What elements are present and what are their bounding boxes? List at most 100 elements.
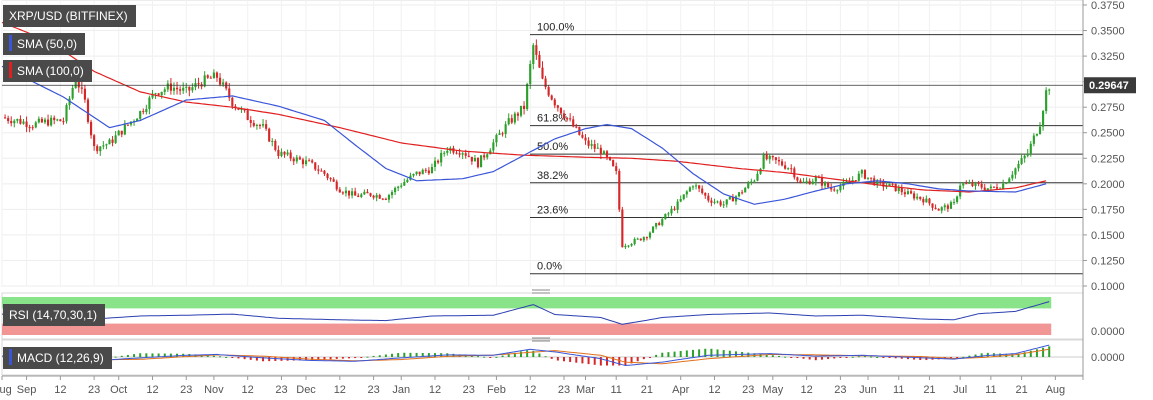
candle-down: [86, 99, 90, 122]
macd-histogram-bar: [888, 357, 891, 358]
candle-down: [243, 108, 246, 111]
candle-up: [590, 144, 593, 146]
sma100-badge[interactable]: SMA (100,0): [3, 60, 92, 82]
macd-histogram-bar: [919, 357, 922, 360]
candle-up: [949, 202, 953, 209]
candle-up: [916, 196, 919, 199]
macd-histogram-bar: [906, 357, 909, 360]
macd-histogram-bar: [470, 355, 473, 357]
time-tick-label: Oct: [110, 384, 127, 396]
candle-down: [937, 208, 940, 211]
macd-histogram-bar: [802, 357, 805, 359]
macd-histogram-bar: [820, 357, 823, 360]
candle-down: [427, 170, 430, 174]
candles: [3, 39, 1051, 250]
sma50-label: SMA (50,0): [17, 37, 78, 51]
time-tick-label: Apr: [672, 384, 689, 396]
candle-up: [440, 152, 443, 163]
candle-up: [473, 157, 477, 162]
candle-down: [774, 157, 777, 160]
candle-up: [443, 152, 446, 154]
candle-down: [209, 77, 212, 79]
candle-up: [532, 45, 535, 65]
time-tick-label: 23: [180, 384, 192, 396]
candle-up: [630, 244, 633, 246]
candle-down: [381, 198, 384, 200]
candle-up: [400, 185, 403, 187]
candle-up: [22, 121, 25, 124]
candle-up: [108, 139, 111, 145]
symbol-badge[interactable]: XRP/USD (BITFINEX): [3, 5, 136, 27]
candle-down: [338, 189, 341, 193]
candle-up: [412, 173, 415, 176]
macd-histogram-bar: [397, 353, 400, 357]
candle-down: [848, 181, 851, 183]
macd-histogram-bar: [225, 357, 228, 358]
candle-up: [648, 232, 652, 238]
macd-badge[interactable]: MACD (12,26,9): [3, 347, 112, 369]
candle-up: [304, 160, 308, 165]
candle-down: [593, 144, 596, 149]
candle-down: [565, 118, 569, 120]
macd-histogram-bar: [808, 357, 811, 360]
candle-up: [811, 181, 814, 185]
candle-up: [139, 111, 142, 119]
candle-up: [387, 195, 391, 200]
candle-up: [513, 113, 516, 123]
candle-down: [618, 171, 621, 210]
candle-down: [314, 162, 317, 170]
candle-up: [489, 150, 492, 155]
candle-up: [136, 118, 139, 121]
macd-histogram-bar: [114, 356, 117, 358]
candle-up: [102, 145, 105, 147]
candle-down: [265, 124, 268, 129]
candle-down: [854, 180, 857, 182]
candle-up: [888, 183, 891, 187]
candle-up: [860, 170, 863, 174]
candle-down: [550, 95, 553, 100]
macd-histogram-bar: [1023, 352, 1026, 357]
candle-down: [458, 153, 461, 155]
macd-histogram-bar: [710, 348, 713, 357]
macd-histogram-bar: [323, 357, 326, 360]
candle-down: [575, 126, 578, 128]
candle-up: [151, 93, 154, 98]
macd-histogram-bar: [489, 357, 492, 358]
macd-histogram-bar: [483, 356, 486, 358]
candle-down: [538, 54, 541, 68]
time-tick-label: 23: [88, 384, 100, 396]
candle-down: [559, 107, 563, 114]
macd-histogram-bar: [636, 357, 639, 362]
candle-down: [799, 180, 802, 183]
macd-histogram-bar: [925, 357, 928, 361]
candle-down: [931, 203, 934, 208]
candle-down: [366, 191, 369, 194]
candle-down: [378, 195, 381, 199]
rsi-badge[interactable]: RSI (14,70,30,1): [3, 304, 106, 326]
candle-up: [446, 150, 449, 153]
candle-up: [716, 201, 719, 203]
candle-down: [790, 168, 793, 170]
sma50-badge[interactable]: SMA (50,0): [3, 33, 86, 55]
candle-up: [655, 223, 658, 227]
fibonacci-levels: 100.0% 61.8% 50.0% 38.2% 23.6% 0.0%: [530, 22, 1083, 275]
candle-down: [784, 165, 787, 169]
macd-histogram-bar: [716, 349, 719, 357]
macd-histogram-bar: [538, 353, 541, 357]
candle-up: [99, 146, 102, 152]
candle-up: [480, 155, 483, 168]
candle-up: [390, 192, 394, 196]
candle-up: [461, 153, 464, 155]
candle-down: [992, 186, 996, 188]
candle-up: [1008, 178, 1011, 183]
macd-histogram-bar: [145, 353, 148, 357]
candle-up: [498, 133, 501, 135]
candle-down: [612, 160, 615, 167]
candle-down: [983, 187, 986, 190]
candle-up: [737, 192, 741, 197]
candle-down: [31, 127, 34, 129]
candle-down: [707, 195, 710, 201]
candle-down: [277, 149, 280, 156]
price-tick-label: 0.1000: [1091, 281, 1125, 293]
